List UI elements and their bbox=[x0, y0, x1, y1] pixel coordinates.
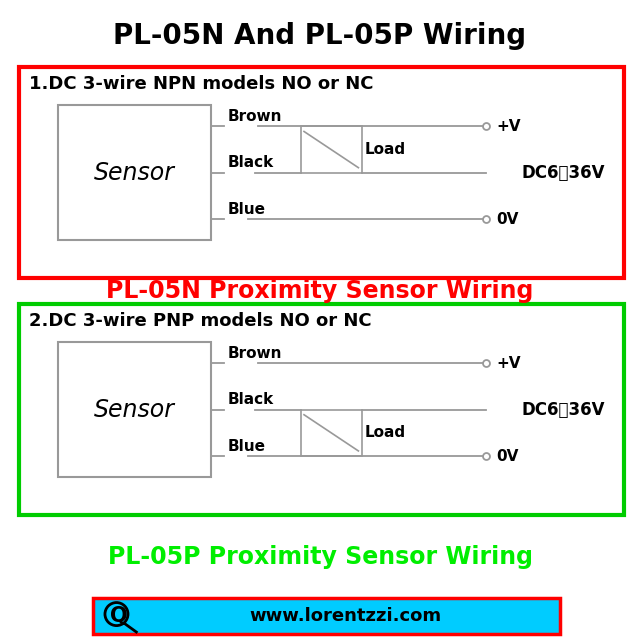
Bar bbox=[93, 598, 560, 634]
Text: Blue: Blue bbox=[227, 202, 265, 217]
Text: PL-05N And PL-05P Wiring: PL-05N And PL-05P Wiring bbox=[113, 22, 527, 51]
Text: Blue: Blue bbox=[227, 438, 265, 454]
Text: 0V: 0V bbox=[496, 212, 518, 227]
Text: Sensor: Sensor bbox=[94, 397, 175, 422]
Text: www.lorentzzi.com: www.lorentzzi.com bbox=[250, 607, 442, 625]
Text: Brown: Brown bbox=[227, 346, 282, 360]
Text: 1.DC 3-wire NPN models NO or NC: 1.DC 3-wire NPN models NO or NC bbox=[29, 75, 373, 93]
Bar bbox=[58, 105, 211, 241]
Text: 0V: 0V bbox=[496, 449, 518, 463]
Text: PL-05P Proximity Sensor Wiring: PL-05P Proximity Sensor Wiring bbox=[108, 545, 532, 569]
Text: Load: Load bbox=[365, 142, 406, 157]
Text: PL-05N Proximity Sensor Wiring: PL-05N Proximity Sensor Wiring bbox=[106, 279, 534, 303]
Bar bbox=[19, 304, 624, 515]
Text: Black: Black bbox=[227, 156, 273, 170]
Text: Sensor: Sensor bbox=[94, 161, 175, 185]
Text: +V: +V bbox=[496, 356, 520, 371]
Text: 2.DC 3-wire PNP models NO or NC: 2.DC 3-wire PNP models NO or NC bbox=[29, 312, 371, 330]
Text: Load: Load bbox=[365, 426, 406, 440]
Bar bbox=[301, 126, 362, 173]
Bar bbox=[58, 342, 211, 477]
Text: DC6～36V: DC6～36V bbox=[522, 164, 605, 182]
Bar bbox=[301, 410, 362, 456]
Text: +V: +V bbox=[496, 119, 520, 134]
Text: Brown: Brown bbox=[227, 109, 282, 124]
Text: Q: Q bbox=[109, 606, 127, 626]
Text: DC6～36V: DC6～36V bbox=[522, 401, 605, 419]
Bar bbox=[19, 67, 624, 278]
Text: Black: Black bbox=[227, 392, 273, 407]
